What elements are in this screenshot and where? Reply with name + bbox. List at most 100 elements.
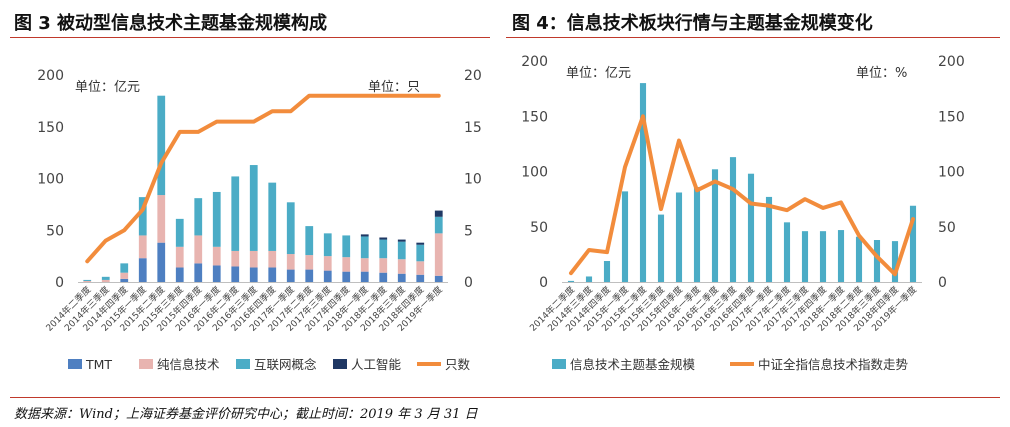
right-y-tick-label: 150 [521, 109, 548, 125]
right-bar-信息技术主题基金规模 [729, 157, 737, 282]
left-bar-互联网概念 [305, 226, 314, 256]
left-bar-人工智能 [416, 242, 425, 245]
right-y-tick-label: 100 [521, 165, 548, 181]
left-bar-纯信息技术 [83, 280, 92, 282]
right-y2-tick-label: 50 [938, 220, 956, 236]
right-y-tick-label: 200 [521, 54, 548, 70]
left-bar-互联网概念 [101, 276, 110, 280]
left-bar-纯信息技术 [138, 235, 147, 259]
left-y-tick-label: 150 [37, 120, 64, 136]
source-note: 数据来源：Wind；上海证券基金评价研究中心；截止时间：2019 年 3 月 3… [14, 407, 478, 422]
right-bar-信息技术主题基金规模 [891, 241, 899, 282]
left-legend-swatch [68, 359, 82, 369]
right-bar-信息技术主题基金规模 [693, 186, 701, 282]
left-legend-label: 互联网概念 [254, 357, 317, 372]
left-y-tick-label: 0 [55, 275, 64, 291]
right-bar-信息技术主题基金规模 [855, 236, 863, 282]
left-unit-left: 单位：亿元 [75, 80, 140, 95]
right-figure-title: 图 4：信息技术板块行情与主题基金规模变化 [512, 13, 873, 34]
right-bar-信息技术主题基金规模 [837, 230, 845, 282]
left-bar-纯信息技术 [157, 195, 166, 243]
left-bar-互联网概念 [138, 197, 147, 236]
right-bar-信息技术主题基金规模 [711, 169, 719, 282]
left-bar-纯信息技术 [416, 261, 425, 275]
left-bar-互联网概念 [286, 202, 295, 255]
left-bar-纯信息技术 [305, 255, 314, 270]
left-bar-TMT [175, 267, 184, 282]
left-legend-label: 只数 [445, 357, 471, 372]
left-y2-tick-label: 0 [464, 275, 473, 291]
left-bar-互联网概念 [360, 236, 369, 259]
left-y-tick-label: 50 [46, 223, 64, 239]
left-legend-swatch [139, 359, 153, 369]
left-bar-纯信息技术 [360, 258, 369, 272]
right-bar-信息技术主题基金规模 [585, 276, 593, 282]
left-legend-label: TMT [85, 357, 112, 372]
left-bar-人工智能 [379, 237, 388, 240]
left-bar-TMT [268, 267, 277, 282]
right-title-rule [506, 37, 1000, 38]
left-bar-互联网概念 [157, 95, 166, 196]
right-y-tick-label: 0 [539, 275, 548, 291]
right-legend-label: 信息技术主题基金规模 [570, 357, 696, 372]
left-bar-TMT [157, 242, 166, 282]
left-legend-label: 纯信息技术 [157, 357, 220, 372]
left-bar-纯信息技术 [397, 259, 406, 274]
left-bar-互联网概念 [249, 165, 258, 251]
right-bar-信息技术主题基金规模 [657, 214, 665, 282]
left-bar-TMT [286, 269, 295, 282]
left-bar-纯信息技术 [231, 250, 240, 267]
left-bar-纯信息技术 [249, 250, 258, 268]
left-legend-label: 人工智能 [351, 357, 402, 372]
right-bar-信息技术主题基金规模 [801, 231, 809, 282]
right-y2-tick-label: 200 [938, 54, 965, 70]
right-bar-信息技术主题基金规模 [747, 173, 755, 282]
left-bar-纯信息技术 [175, 246, 184, 268]
left-bar-互联网概念 [120, 263, 129, 273]
left-bar-纯信息技术 [120, 272, 129, 279]
left-bar-TMT [342, 271, 351, 282]
left-bar-TMT [212, 265, 221, 282]
left-bar-纯信息技术 [286, 254, 295, 270]
left-legend-swatch [236, 359, 250, 369]
right-line-中证全指信息技术指数走势 [569, 114, 915, 277]
left-bar-互联网概念 [175, 218, 184, 247]
right-bar-信息技术主题基金规模 [873, 240, 881, 282]
left-bar-纯信息技术 [379, 258, 388, 273]
left-title-rule [10, 37, 490, 38]
left-bar-纯信息技术 [434, 233, 443, 276]
right-bar-信息技术主题基金规模 [675, 192, 683, 282]
left-bar-互联网概念 [323, 233, 332, 257]
left-bar-TMT [249, 267, 258, 282]
left-y-tick-label: 100 [37, 172, 64, 188]
left-bar-TMT [323, 270, 332, 282]
right-y2-tick-label: 100 [938, 165, 965, 181]
right-unit-left: 单位：亿元 [566, 66, 631, 81]
left-bar-互联网概念 [379, 239, 388, 259]
right-bar-信息技术主题基金规模 [621, 191, 629, 282]
left-y2-tick-label: 5 [464, 223, 473, 239]
right-y2-tick-label: 0 [938, 275, 947, 291]
left-bar-人工智能 [434, 210, 443, 217]
right-legend-label: 中证全指信息技术指数走势 [758, 357, 909, 372]
left-y2-tick-label: 15 [464, 120, 482, 136]
left-y2-tick-label: 10 [464, 172, 482, 188]
left-bar-互联网概念 [416, 244, 425, 262]
right-bar-信息技术主题基金规模 [783, 222, 791, 282]
left-bar-互联网概念 [434, 216, 443, 234]
left-figure-title: 图 3 被动型信息技术主题基金规模构成 [14, 13, 328, 34]
left-bar-TMT [120, 278, 129, 282]
left-bar-纯信息技术 [342, 257, 351, 272]
left-bar-纯信息技术 [212, 246, 221, 266]
right-bar-信息技术主题基金规模 [909, 205, 917, 282]
left-bar-TMT [379, 272, 388, 282]
right-bar-信息技术主题基金规模 [765, 196, 773, 282]
left-bar-纯信息技术 [194, 235, 203, 264]
left-bar-互联网概念 [397, 241, 406, 260]
left-bar-TMT [360, 271, 369, 282]
right-bar-信息技术主题基金规模 [603, 261, 611, 282]
right-bar-信息技术主题基金规模 [567, 280, 575, 282]
left-bar-TMT [305, 269, 314, 282]
left-bar-互联网概念 [342, 235, 351, 258]
